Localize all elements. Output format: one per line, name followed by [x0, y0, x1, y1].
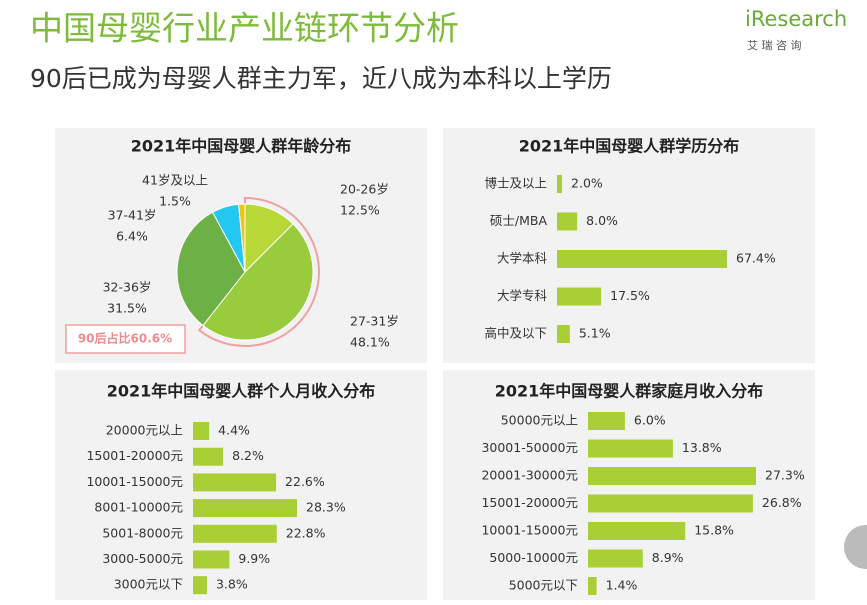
- bar: [557, 212, 578, 231]
- annotation-box: [65, 324, 186, 354]
- logo-sub: 艾 瑞 咨 询: [747, 38, 802, 52]
- bar: [588, 522, 686, 540]
- bar: [588, 467, 756, 485]
- bar: [557, 250, 727, 268]
- category-label: 8001-10000元: [94, 500, 183, 515]
- slice-value: 1.5%: [159, 194, 191, 209]
- slice-value: 12.5%: [340, 203, 380, 218]
- slice-label: 37-41岁: [108, 208, 157, 223]
- pie-slice: [238, 203, 246, 273]
- bar: [588, 439, 673, 458]
- bar: [193, 447, 224, 466]
- value-label: 5.1%: [579, 326, 611, 341]
- value-label: 4.4%: [218, 423, 250, 438]
- bar: [557, 175, 563, 193]
- category-label: 大学本科: [497, 251, 548, 266]
- category-label: 10001-15000元: [481, 523, 578, 538]
- bar: [193, 473, 277, 492]
- category-label: 博士及以上: [484, 176, 547, 191]
- category-label: 3000元以下: [114, 577, 183, 592]
- value-label: 2.0%: [571, 176, 603, 191]
- value-label: 15.8%: [694, 523, 734, 538]
- category-label: 5001-8000元: [102, 525, 183, 540]
- slide-title: 中国母婴行业产业链环节分析: [30, 9, 459, 48]
- value-label: 27.3%: [765, 468, 805, 483]
- category-label: 50000元以上: [501, 413, 578, 428]
- bar: [193, 550, 230, 569]
- pie-slice: [202, 223, 314, 341]
- slice-value: 48.1%: [350, 335, 390, 350]
- bar: [588, 549, 643, 568]
- category-label: 15001-20000元: [86, 448, 183, 463]
- value-label: 13.8%: [682, 440, 722, 455]
- nav-button[interactable]: [844, 525, 867, 569]
- bar: [588, 412, 625, 430]
- bar: [557, 325, 570, 343]
- value-label: 28.3%: [306, 500, 346, 515]
- bar: [588, 494, 753, 513]
- pie-slice: [176, 211, 246, 327]
- value-label: 22.6%: [285, 474, 325, 489]
- bar: [588, 577, 597, 595]
- logo: iResearch: [745, 7, 847, 31]
- value-label: 9.9%: [238, 551, 270, 566]
- highlight-outline: [197, 196, 320, 347]
- annotation: 90后占比60.6%: [78, 331, 172, 346]
- value-label: 1.4%: [606, 578, 638, 593]
- category-label: 15001-20000元: [481, 495, 578, 510]
- category-label: 20001-30000元: [481, 468, 578, 483]
- slice-value: 31.5%: [107, 301, 147, 316]
- category-label: 硕士/MBA: [490, 213, 548, 228]
- bar: [193, 422, 210, 440]
- value-label: 26.8%: [762, 495, 802, 510]
- chart-title: 2021年中国母婴人群家庭月收入分布: [495, 382, 764, 401]
- category-label: 3000-5000元: [102, 551, 183, 566]
- category-label: 30001-50000元: [481, 440, 578, 455]
- bar: [193, 524, 277, 543]
- value-label: 3.8%: [216, 577, 248, 592]
- category-label: 10001-15000元: [86, 474, 183, 489]
- bar: [193, 576, 207, 595]
- value-label: 17.5%: [610, 288, 650, 303]
- chart-title: 2021年中国母婴人群个人月收入分布: [107, 382, 376, 401]
- bar: [557, 287, 602, 306]
- slice-label: 27-31岁: [350, 314, 399, 329]
- chart-title: 2021年中国母婴人群年龄分布: [131, 137, 352, 156]
- category-label: 5000-10000元: [489, 550, 578, 565]
- category-label: 大学专科: [497, 288, 548, 303]
- value-label: 8.0%: [586, 213, 618, 228]
- slide-subtitle: 90后已成为母婴人群主力军，近八成为本科以上学历: [30, 64, 612, 93]
- slice-label: 32-36岁: [103, 280, 152, 295]
- panel: [443, 128, 815, 363]
- category-label: 5000元以下: [509, 578, 578, 593]
- value-label: 67.4%: [736, 251, 776, 266]
- value-label: 22.8%: [286, 525, 326, 540]
- value-label: 8.2%: [232, 448, 264, 463]
- slice-label: 41岁及以上: [142, 173, 208, 188]
- value-label: 6.0%: [634, 413, 666, 428]
- value-label: 8.9%: [652, 550, 684, 565]
- category-label: 高中及以下: [484, 326, 547, 341]
- slice-value: 6.4%: [116, 229, 148, 244]
- category-label: 20000元以上: [106, 423, 183, 438]
- bar: [193, 499, 297, 518]
- slice-label: 20-26岁: [340, 182, 389, 197]
- chart-title: 2021年中国母婴人群学历分布: [519, 137, 740, 156]
